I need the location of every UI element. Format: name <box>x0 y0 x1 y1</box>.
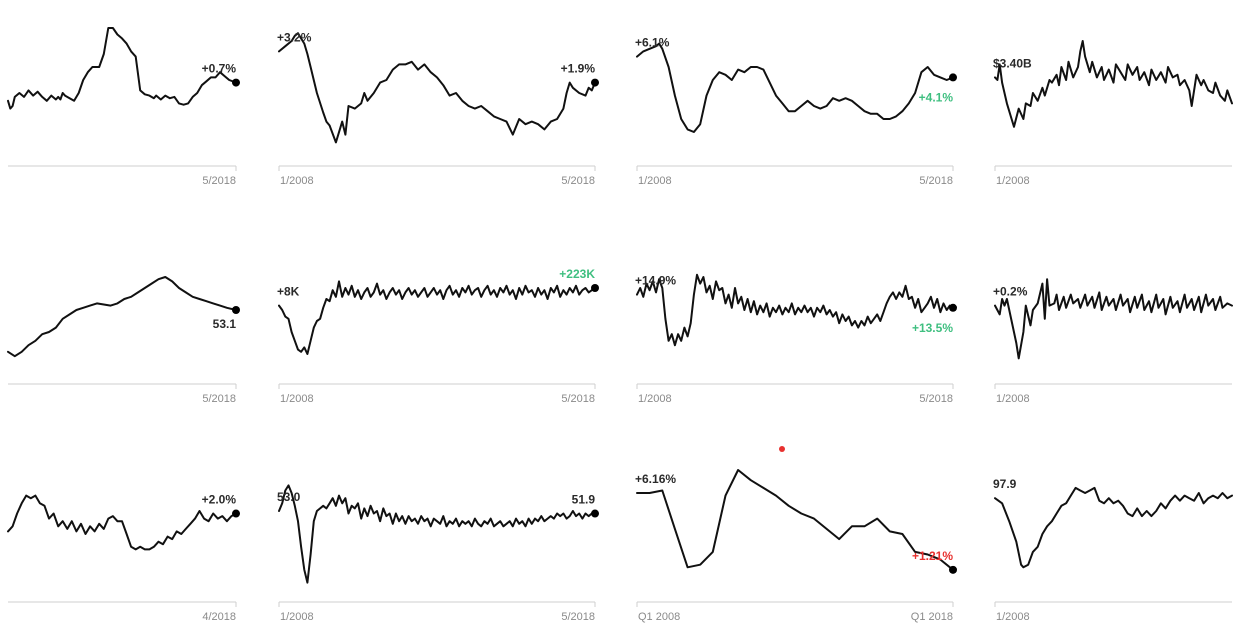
panel-12-start-label: 97.9 <box>993 477 1017 491</box>
panel-10-tick-label-end: 5/2018 <box>561 611 595 623</box>
panel-8-start-label: +0.2% <box>993 285 1028 299</box>
panel-7-tick-label-end: 5/2018 <box>919 393 953 405</box>
panel-2-series-line <box>278 32 596 144</box>
panel-11-end-label: +1.21% <box>912 549 953 563</box>
panel-9-end-label: +2.0% <box>202 493 237 507</box>
panel-5-tick-label-end: 5/2018 <box>202 393 236 405</box>
panel-1-series-line <box>7 27 237 110</box>
panel-11-start-label: +6.16% <box>635 472 676 486</box>
panel-1-end-label: +0.7% <box>202 62 237 76</box>
panel-6-tick-label-end: 5/2018 <box>561 393 595 405</box>
panel-4-start-label: $3.40B <box>993 56 1032 70</box>
panel-6-start-label: +8K <box>277 285 300 299</box>
panel-3-tick-label-start: 1/2008 <box>638 175 672 187</box>
panel-8-tick-label-start: 1/2008 <box>996 393 1030 405</box>
panel-2-tick-label-start: 1/2008 <box>280 175 314 187</box>
panel-7-series-line <box>636 273 954 347</box>
panel-10-end-dot <box>591 509 599 518</box>
panel-8-series-line <box>994 278 1233 360</box>
panel-11-tick-label-start: Q1 2008 <box>638 611 680 623</box>
panel-4-tick-label-start: 1/2008 <box>996 175 1030 187</box>
panel-11-tick-label-end: Q1 2018 <box>911 611 953 623</box>
panel-1-tick-label-end: 5/2018 <box>202 175 236 187</box>
panel-9-series-line <box>7 494 237 551</box>
panel-5-end-dot <box>232 306 240 314</box>
panel-10-series-line <box>278 484 596 584</box>
panel-5-end-label: 53.1 <box>213 317 237 331</box>
panel-3-start-label: +6.1% <box>635 36 670 50</box>
panel-4-series-line <box>994 40 1233 128</box>
panel-3-series-line <box>636 42 954 133</box>
panel-11-series-line <box>636 469 954 571</box>
panel-10-tick-label-start: 1/2008 <box>280 611 314 623</box>
panel-2-end-dot <box>591 78 599 87</box>
panel-10-end-label: 51.9 <box>572 493 596 507</box>
panel-2-start-label: +3.2% <box>277 30 312 44</box>
panel-6-end-label: +223K <box>559 267 595 281</box>
panel-11-end-dot <box>949 565 957 574</box>
panel-7-end-label: +13.5% <box>912 321 953 335</box>
panel-9-end-dot <box>232 509 240 518</box>
panel-7-tick-label-start: 1/2008 <box>638 393 672 405</box>
panel-6-end-dot <box>591 284 599 292</box>
panel-6-tick-label-start: 1/2008 <box>280 393 314 405</box>
panel-3-end-label: +4.1% <box>919 90 954 104</box>
panel-2-tick-label-end: 5/2018 <box>561 175 595 187</box>
panel-3-tick-label-end: 5/2018 <box>919 175 953 187</box>
panel-10-start-label: 53.0 <box>277 490 301 504</box>
red-marker-dot <box>779 446 785 452</box>
panel-9-tick-label-end: 4/2018 <box>202 611 236 623</box>
panel-5-series-line <box>7 276 237 358</box>
panel-12-tick-label-start: 1/2008 <box>996 611 1030 623</box>
panel-3-end-dot <box>949 73 957 82</box>
panel-6-series-line <box>278 280 596 355</box>
panel-1-end-dot <box>232 78 240 87</box>
panel-7-end-dot <box>949 303 957 312</box>
panel-7-start-label: +14.9% <box>635 274 676 288</box>
panel-2-end-label: +1.9% <box>561 62 596 76</box>
panel-12-series-line <box>994 486 1233 569</box>
